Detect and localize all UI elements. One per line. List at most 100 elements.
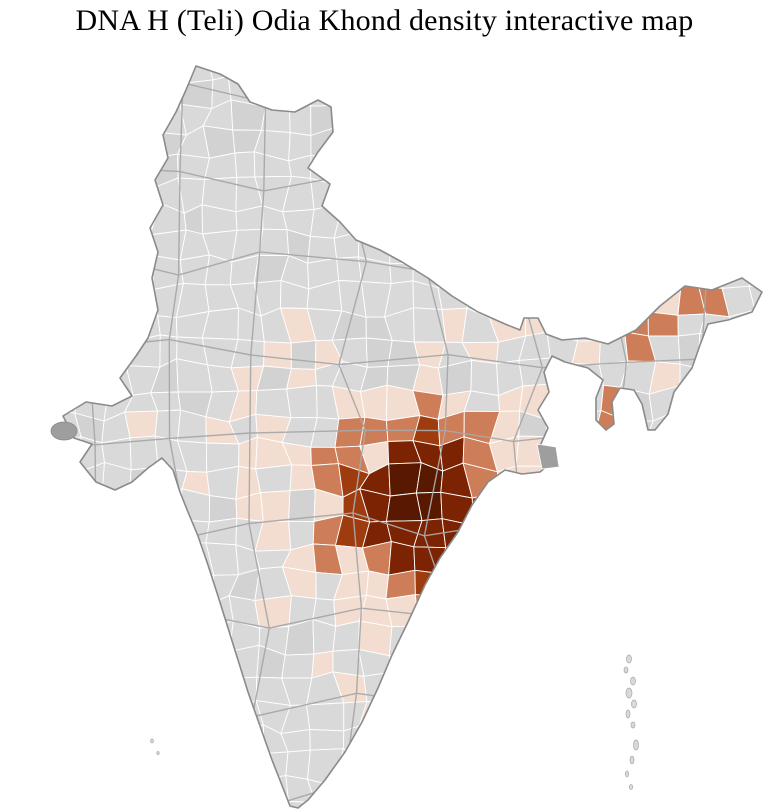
district-cell[interactable]	[0, 338, 21, 369]
district-cell[interactable]	[5, 77, 32, 102]
district-cell[interactable]	[677, 647, 705, 683]
district-cell[interactable]	[600, 673, 627, 708]
district-cell[interactable]	[102, 748, 135, 783]
district-cell[interactable]	[544, 383, 579, 420]
district-cell[interactable]	[53, 366, 83, 393]
district-cell[interactable]	[98, 547, 136, 569]
district-cell[interactable]	[677, 333, 701, 369]
district-cell[interactable]	[698, 254, 727, 289]
district-cell[interactable]	[72, 704, 107, 734]
district-cell[interactable]	[670, 462, 706, 497]
district-cell[interactable]	[104, 566, 133, 603]
district-cell[interactable]	[598, 49, 631, 80]
district-cell[interactable]	[29, 490, 58, 521]
district-cell[interactable]	[698, 490, 734, 522]
district-cell[interactable]	[730, 723, 760, 755]
district-cell[interactable]	[436, 593, 473, 623]
district-cell[interactable]	[414, 780, 444, 810]
district-cell[interactable]	[46, 128, 77, 162]
district-cell[interactable]	[358, 725, 395, 761]
district-cell[interactable]	[750, 470, 769, 499]
district-cell[interactable]	[126, 727, 154, 755]
district-cell[interactable]	[495, 542, 517, 571]
district-cell[interactable]	[597, 645, 627, 682]
district-cell[interactable]	[51, 678, 82, 706]
district-cell[interactable]	[644, 600, 681, 630]
district-cell[interactable]	[469, 207, 493, 240]
district-cell[interactable]	[412, 228, 443, 264]
district-cell[interactable]	[747, 201, 769, 239]
district-cell[interactable]	[599, 755, 629, 781]
district-cell[interactable]	[73, 181, 109, 206]
district-cell[interactable]	[748, 418, 769, 449]
district-cell[interactable]	[285, 749, 311, 780]
district-cell[interactable]	[514, 778, 550, 809]
district-cell[interactable]	[444, 151, 471, 185]
district-cell[interactable]	[410, 698, 449, 732]
district-cell[interactable]	[21, 367, 56, 388]
district-cell[interactable]	[618, 756, 652, 781]
district-cell[interactable]	[727, 73, 753, 104]
district-cell[interactable]	[516, 256, 551, 286]
district-cell[interactable]	[697, 413, 731, 442]
district-cell[interactable]	[5, 125, 29, 157]
district-cell[interactable]	[619, 229, 654, 265]
district-cell[interactable]	[644, 54, 679, 85]
district-cell[interactable]	[461, 593, 493, 621]
district-cell[interactable]	[625, 622, 655, 656]
district-cell[interactable]	[518, 149, 553, 182]
district-cell[interactable]	[47, 436, 82, 474]
district-cell[interactable]	[574, 229, 604, 266]
district-cell[interactable]	[46, 284, 82, 317]
district-cell[interactable]	[24, 752, 52, 785]
district-cell[interactable]	[363, 182, 396, 210]
district-cell[interactable]	[101, 491, 130, 517]
district-cell[interactable]	[618, 469, 652, 497]
district-cell[interactable]	[54, 470, 79, 497]
district-cell[interactable]	[0, 280, 24, 309]
district-cell[interactable]	[543, 601, 576, 630]
district-cell[interactable]	[619, 591, 648, 630]
district-cell[interactable]	[649, 262, 683, 293]
district-cell[interactable]	[158, 775, 185, 810]
district-cell[interactable]	[517, 721, 552, 760]
district-cell[interactable]	[670, 490, 706, 522]
district-cell[interactable]	[305, 702, 345, 732]
district-cell[interactable]	[570, 176, 599, 212]
district-cell[interactable]	[152, 671, 187, 701]
district-cell[interactable]	[542, 465, 579, 500]
district-cell[interactable]	[619, 566, 648, 602]
district-cell[interactable]	[124, 410, 159, 439]
district-cell[interactable]	[358, 208, 396, 238]
district-cell[interactable]	[489, 748, 520, 784]
district-cell[interactable]	[342, 725, 366, 761]
district-cell[interactable]	[416, 644, 448, 676]
district-cell[interactable]	[390, 671, 421, 703]
district-cell[interactable]	[22, 807, 51, 812]
district-cell[interactable]	[20, 342, 56, 369]
district-cell[interactable]	[132, 775, 160, 802]
district-cell[interactable]	[0, 727, 31, 753]
district-cell[interactable]	[263, 341, 292, 370]
district-cell[interactable]	[466, 776, 496, 807]
district-cell[interactable]	[73, 152, 105, 187]
district-cell[interactable]	[703, 647, 735, 683]
district-cell[interactable]	[544, 229, 578, 260]
district-cell[interactable]	[626, 181, 645, 212]
district-cell[interactable]	[571, 53, 603, 79]
district-cell[interactable]	[80, 650, 111, 682]
district-cell[interactable]	[593, 469, 627, 497]
district-cell[interactable]	[544, 202, 576, 235]
district-cell[interactable]	[646, 516, 674, 543]
district-cell[interactable]	[571, 73, 603, 106]
district-cell[interactable]	[702, 674, 734, 707]
district-cell[interactable]	[576, 97, 603, 130]
district-cell[interactable]	[542, 646, 576, 675]
district-cell[interactable]	[100, 201, 135, 234]
district-cell[interactable]	[544, 800, 578, 812]
district-cell[interactable]	[150, 47, 187, 84]
district-cell[interactable]	[595, 207, 628, 241]
district-cell[interactable]	[750, 542, 769, 579]
district-cell[interactable]	[489, 98, 518, 126]
district-cell[interactable]	[127, 77, 156, 108]
